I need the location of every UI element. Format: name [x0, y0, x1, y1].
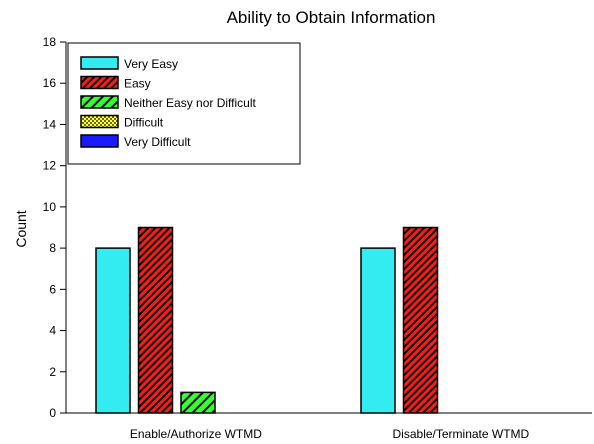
y-tick-label: 14 [43, 117, 57, 131]
bar-easy [402, 226, 439, 414]
y-tick-label: 2 [49, 365, 56, 379]
y-tick-label: 4 [49, 324, 56, 338]
legend-swatch [80, 95, 119, 109]
legend-swatch [80, 114, 119, 129]
bar-easy [137, 226, 174, 414]
legend-label: Difficult [124, 116, 164, 130]
y-tick-label: 18 [43, 35, 57, 49]
legend-label: Very Easy [124, 57, 178, 71]
legend-label: Neither Easy nor Difficult [124, 96, 256, 110]
y-tick-label: 12 [43, 159, 57, 173]
bar-neither-easy-nor-difficult [180, 391, 216, 414]
bars [95, 226, 439, 414]
legend-swatch [80, 56, 119, 70]
legend: Very Easy Easy Neither Easy nor Difficult D… [67, 42, 301, 165]
legend-swatch [80, 134, 119, 148]
x-axis: Enable/Authorize WTMD Disable/Terminate W… [130, 427, 530, 441]
legend-swatch [80, 75, 119, 90]
chart-title: Ability to Obtain Information [227, 8, 436, 27]
y-tick-label: 0 [49, 406, 56, 420]
bar-very-easy [360, 247, 396, 414]
y-tick-label: 16 [43, 76, 57, 90]
x-tick-label: Enable/Authorize WTMD [130, 427, 262, 441]
y-tick-label: 8 [49, 241, 56, 255]
legend-label: Easy [124, 77, 151, 91]
y-tick-label: 10 [43, 200, 57, 214]
y-axis: 0 2 4 6 8 10 12 14 16 18 [43, 35, 66, 420]
bar-very-easy [95, 247, 131, 414]
legend-label: Very Difficult [124, 135, 191, 149]
y-axis-label: Count [13, 210, 29, 247]
y-tick-label: 6 [49, 282, 56, 296]
x-tick-label: Disable/Terminate WTMD [393, 427, 530, 441]
